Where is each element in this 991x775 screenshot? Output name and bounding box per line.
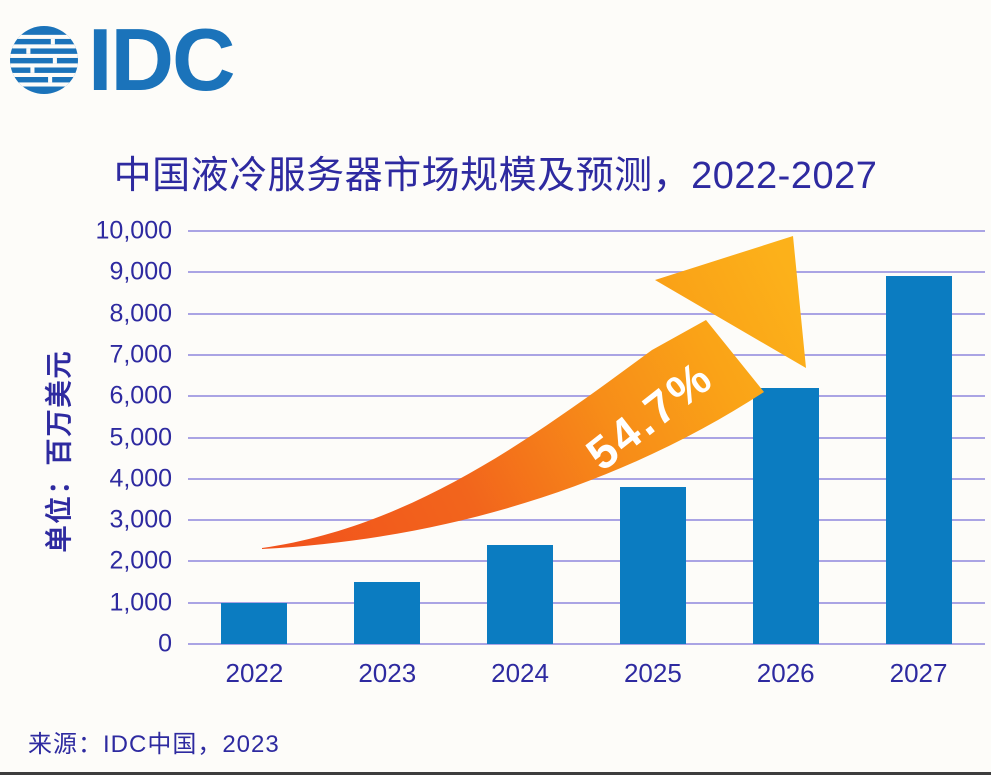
- source-note: 来源：IDC中国，2023: [28, 731, 280, 758]
- y-tick-label: 0: [158, 629, 172, 658]
- bar-2025: [619, 487, 686, 644]
- y-tick-label: 4,000: [109, 464, 172, 493]
- x-tick-label-2025: 2025: [623, 658, 682, 688]
- x-axis-labels: 2022 2023 2024 2025 2026 2027: [188, 658, 985, 689]
- bars-row: [188, 231, 985, 644]
- idc-globe-icon: [10, 26, 78, 94]
- y-tick-label: 6,000: [109, 381, 172, 410]
- bar-slot-2026: [719, 231, 852, 644]
- bar-slot-2025: [586, 231, 719, 644]
- chart-title: 中国液冷服务器市场规模及预测，2022-2027: [113, 155, 878, 197]
- y-tick-label: 2,000: [109, 546, 172, 575]
- bar-slot-2024: [454, 231, 587, 644]
- gridline: [188, 643, 985, 645]
- y-tick-label: 5,000: [109, 423, 172, 451]
- bar-slot-2022: [188, 231, 321, 644]
- y-tick-label: 9,000: [109, 257, 172, 286]
- bar-2022: [221, 602, 288, 644]
- bar-2023: [354, 582, 421, 644]
- gridline: [188, 601, 985, 604]
- x-tick-label-2027: 2027: [889, 658, 948, 688]
- idc-logo-text: IDC: [88, 10, 236, 109]
- plot-area: [188, 230, 985, 645]
- x-tick-label-2022: 2022: [225, 658, 284, 688]
- x-tick-label-2023: 2023: [358, 658, 417, 688]
- y-tick-label: 3,000: [109, 505, 172, 534]
- bar-2026: [752, 387, 819, 644]
- bottom-edge-line: [0, 772, 991, 775]
- idc-logo: IDC: [10, 10, 236, 109]
- bar-slot-2023: [321, 231, 454, 644]
- bar-slot-2027: [852, 231, 985, 644]
- y-axis-ticks: 0 1,000 2,000 3,000 4,000 5,000 6,000 7,000 8,00…: [0, 217, 178, 658]
- x-tick-label-2026: 2026: [756, 658, 815, 688]
- y-tick-label: 8,000: [109, 299, 172, 328]
- y-tick-label: 7,000: [109, 340, 172, 369]
- bar-2024: [487, 544, 554, 644]
- x-tick-label-2024: 2024: [491, 658, 549, 688]
- gridline: [188, 230, 985, 232]
- y-tick-label: 10,000: [95, 216, 172, 245]
- bar-2027: [885, 276, 952, 644]
- y-tick-label: 1,000: [109, 588, 172, 617]
- gridline: [188, 560, 985, 563]
